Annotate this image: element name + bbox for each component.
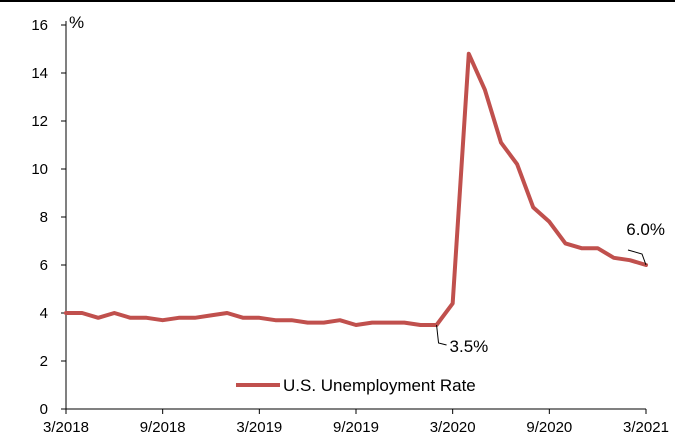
data-point: [354, 323, 358, 327]
y-tick-label: 12: [31, 113, 48, 130]
series-line-us-unemployment: [64, 51, 648, 327]
series-points: [64, 52, 648, 327]
data-point: [563, 241, 567, 245]
y-tick-label: 2: [40, 353, 48, 370]
axes: [65, 21, 646, 410]
y-tick-label: 4: [40, 305, 48, 322]
annotation-label: 6.0%: [626, 220, 665, 239]
legend: U.S. Unemployment Rate: [236, 376, 476, 395]
y-tick-label: 0: [40, 401, 48, 418]
x-tick-label: 9/2018: [140, 419, 186, 436]
data-point: [515, 162, 519, 166]
data-point: [290, 318, 294, 322]
annotation-leader-line: [627, 249, 647, 266]
data-point: [96, 316, 100, 320]
data-point: [418, 323, 422, 327]
data-point: [177, 316, 181, 320]
data-point: [225, 311, 229, 315]
data-point: [402, 321, 406, 325]
data-point: [580, 246, 584, 250]
annotation-label: 3.5%: [450, 337, 489, 356]
legend-label: U.S. Unemployment Rate: [283, 376, 476, 395]
x-tick-label: 3/2021: [623, 419, 669, 436]
data-point: [596, 246, 600, 250]
annotation-leader-line: [436, 324, 447, 346]
data-point: [193, 316, 197, 320]
y-tick-label: 14: [31, 65, 48, 82]
data-point: [547, 220, 551, 224]
x-tick-label: 9/2019: [333, 419, 379, 436]
y-tick-label: 6: [40, 257, 48, 274]
data-point: [370, 321, 374, 325]
x-tick-label: 9/2020: [526, 419, 572, 436]
data-point: [467, 52, 471, 56]
x-tick-label: 3/2018: [43, 419, 89, 436]
top-border: [0, 0, 675, 2]
data-point: [612, 256, 616, 260]
data-point: [209, 313, 213, 317]
y-tick-label: 8: [40, 209, 48, 226]
y-axis-unit-label: %: [69, 13, 84, 32]
data-point: [64, 311, 68, 315]
annotations: 3.5% 6.0%: [436, 220, 665, 356]
y-tick-label: 16: [31, 17, 48, 34]
x-tick-label: 3/2019: [236, 419, 282, 436]
data-point: [112, 311, 116, 315]
y-axis-ticks: 0 2 4 6 8 10 12 14 16: [31, 17, 66, 418]
data-point: [128, 316, 132, 320]
data-point: [483, 88, 487, 92]
data-point: [306, 321, 310, 325]
data-point: [80, 311, 84, 315]
data-point: [338, 318, 342, 322]
data-point: [531, 205, 535, 209]
data-point: [451, 301, 455, 305]
data-point: [241, 316, 245, 320]
data-point: [386, 321, 390, 325]
data-point: [273, 318, 277, 322]
x-tick-label: 3/2020: [430, 419, 476, 436]
y-tick-label: 10: [31, 161, 48, 178]
data-point: [145, 316, 149, 320]
data-point: [499, 141, 503, 145]
data-point: [322, 321, 326, 325]
data-point: [257, 316, 261, 320]
data-point: [628, 258, 632, 262]
x-axis-ticks: 3/2018 9/2018 3/2019 9/2019 3/2020 9/2020 3/20…: [43, 409, 669, 436]
data-point: [161, 318, 165, 322]
